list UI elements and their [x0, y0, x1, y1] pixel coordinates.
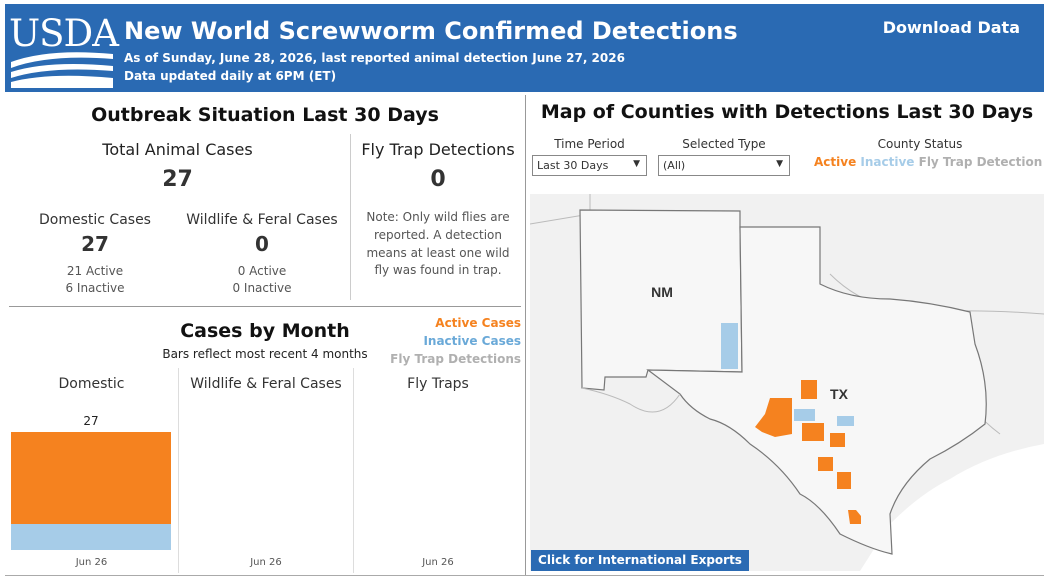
chart-date-domestic: Jun 26: [75, 557, 108, 568]
state-nm-outline: [579, 209, 743, 391]
divider-middle: [9, 306, 521, 307]
legend-active: Active Cases: [435, 316, 521, 330]
time-period-label: Time Period: [554, 137, 625, 151]
chart-panel-flytraps: Fly Traps Jun 26: [354, 366, 522, 574]
map-svg: NM TX: [530, 194, 1044, 571]
domestic-active: 21 Active: [66, 264, 124, 278]
usda-logo: USDA: [9, 12, 119, 88]
total-cases-label: Total Animal Cases: [102, 140, 253, 159]
domestic-cases-value: 27: [81, 232, 109, 256]
chart-title-domestic: Domestic: [58, 376, 125, 392]
map-heading: Map of Counties with Detections Last 30 …: [540, 101, 1034, 123]
status-flytrap[interactable]: Fly Trap Detection: [918, 155, 1043, 169]
divider-bottom: [5, 575, 1044, 576]
divider-flytrap: [350, 134, 351, 300]
total-cases-value: 27: [162, 167, 193, 192]
time-period-select[interactable]: Last 30 Days ▼: [532, 155, 647, 176]
chart-title-flytraps: Fly Traps: [407, 376, 469, 392]
county-status-label: County Status: [877, 137, 963, 151]
chevron-down-icon: ▼: [633, 159, 640, 169]
county-active-4[interactable]: [830, 433, 845, 447]
selected-type-label: Selected Type: [682, 137, 766, 151]
wildlife-cases-label: Wildlife & Feral Cases: [186, 212, 338, 228]
bar-inactive-domestic[interactable]: [11, 523, 171, 550]
chart-title-wildlife: Wildlife & Feral Cases: [190, 376, 342, 392]
chart-date-flytraps: Jun 26: [422, 557, 454, 568]
flytrap-detections-label: Fly Trap Detections: [361, 140, 515, 159]
subtitle-update: Data updated daily at 6PM (ET): [124, 69, 337, 83]
wildlife-active: 0 Active: [237, 264, 287, 278]
flytrap-note-line2: reported. A detection: [374, 228, 502, 242]
bar-active-domestic[interactable]: [11, 432, 171, 524]
state-label-tx: TX: [830, 386, 849, 402]
county-active-5[interactable]: [818, 457, 833, 471]
cases-by-month-heading: Cases by Month: [180, 320, 350, 342]
selected-type-value: (All): [663, 159, 686, 172]
county-status-legend: Active Inactive Fly Trap Detection: [814, 155, 1042, 169]
chart-panel-wildlife: Wildlife & Feral Cases Jun 26: [179, 366, 353, 574]
flytrap-note-line1: Note: Only wild flies are: [366, 210, 510, 224]
international-exports-button[interactable]: Click for International Exports: [531, 550, 749, 571]
chart-legend: Active Cases Inactive Cases Fly Trap Det…: [390, 314, 521, 368]
divider-center: [525, 95, 526, 575]
domestic-inactive: 6 Inactive: [65, 281, 125, 295]
flytrap-note-line3: means at least one wild: [366, 246, 510, 260]
county-active-1[interactable]: [755, 398, 792, 437]
time-period-value: Last 30 Days: [537, 159, 609, 172]
state-label-nm: NM: [651, 284, 673, 300]
flytrap-note-line4: fly was found in trap.: [374, 263, 502, 277]
county-active-2[interactable]: [801, 380, 817, 399]
legend-flytrap: Fly Trap Detections: [390, 352, 521, 366]
chart-panel-domestic: Domestic 27 Jun 26: [5, 366, 178, 574]
chart-divider-1: [178, 368, 179, 573]
chart-date-wildlife: Jun 26: [250, 557, 282, 568]
state-tx-outline: [646, 226, 987, 555]
county-inactive-tx-2[interactable]: [837, 416, 854, 426]
domestic-cases-label: Domestic Cases: [39, 212, 151, 228]
county-active-6[interactable]: [837, 472, 851, 489]
chart-divider-2: [353, 368, 354, 573]
county-inactive-tx-1[interactable]: [794, 409, 815, 421]
status-active[interactable]: Active: [814, 155, 857, 169]
county-map[interactable]: NM TX: [530, 194, 1044, 571]
usda-logo-text: USDA: [9, 12, 119, 55]
selected-type-select[interactable]: (All) ▼: [658, 155, 790, 176]
subtitle-date: As of Sunday, June 28, 2026, last report…: [124, 51, 625, 65]
wildlife-cases-value: 0: [255, 232, 269, 256]
outbreak-heading: Outbreak Situation Last 30 Days: [91, 104, 439, 126]
wildlife-inactive: 0 Inactive: [232, 281, 292, 295]
status-inactive[interactable]: Inactive: [860, 155, 915, 169]
county-inactive-nm[interactable]: [721, 323, 738, 369]
cases-by-month-subheading: Bars reflect most recent 4 months: [162, 347, 368, 361]
download-data-button[interactable]: Download Data: [882, 18, 1020, 37]
flytrap-detections-value: 0: [430, 167, 446, 192]
legend-inactive: Inactive Cases: [423, 334, 521, 348]
page-title: New World Screwworm Confirmed Detections: [124, 17, 738, 45]
header-banner: USDA New World Screwworm Confirmed Detec…: [5, 4, 1044, 92]
county-active-7[interactable]: [848, 510, 861, 524]
bar-total-label-domestic: 27: [83, 414, 99, 428]
gulf-water: [860, 444, 1044, 571]
county-active-3[interactable]: [802, 423, 824, 441]
usda-logo-swoosh: [11, 52, 113, 88]
chevron-down-icon: ▼: [776, 159, 783, 169]
